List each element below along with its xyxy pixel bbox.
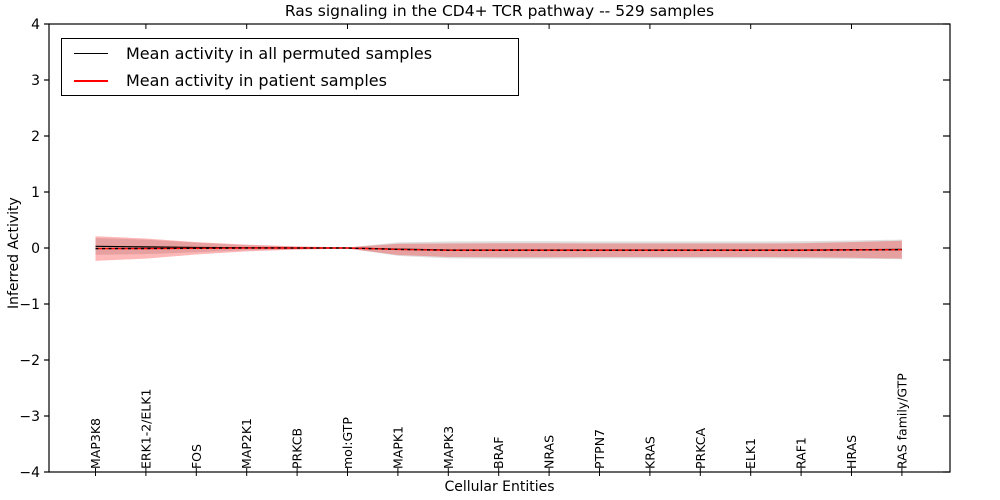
x-category-label: mol:GTP: [340, 417, 355, 469]
y-tick-label: −2: [19, 353, 40, 369]
legend-entry-permuted: Mean activity in all permuted samples: [62, 40, 518, 66]
x-category-label: BRAF: [491, 437, 506, 470]
patient-std-band: [95, 236, 902, 261]
legend-line-sample-red: [74, 79, 108, 82]
x-category-label: PRKCA: [693, 428, 708, 469]
x-category-label: PRKCB: [290, 428, 305, 469]
zero-dashed-line: [95, 247, 902, 251]
y-tick-label: −3: [19, 409, 40, 425]
x-category-label: MAPK3: [441, 426, 456, 469]
chart-title: Ras signaling in the CD4+ TCR pathway --…: [284, 2, 715, 20]
x-category-label: ERK1-2/ELK1: [138, 389, 153, 469]
y-tick-label: 1: [31, 185, 40, 201]
y-tick-label: 3: [31, 73, 40, 89]
x-category-label: RAS family/GTP: [894, 373, 909, 469]
x-category-label: MAP3K8: [88, 418, 103, 469]
x-category-label: HRAS: [844, 435, 859, 469]
x-category-label: NRAS: [542, 435, 557, 469]
x-category-label: MAPK1: [390, 426, 405, 469]
x-category-label: FOS: [189, 444, 204, 469]
legend-label: Mean activity in patient samples: [126, 71, 387, 91]
x-category-label: KRAS: [642, 436, 657, 469]
y-tick-label: 0: [31, 241, 40, 257]
x-category-label: PTPN7: [592, 429, 607, 469]
legend-label: Mean activity in all permuted samples: [126, 43, 433, 63]
legend: Mean activity in all permuted samples Me…: [61, 38, 519, 96]
y-tick-label: 4: [31, 17, 40, 33]
x-category-label: MAP2K1: [239, 418, 254, 469]
legend-entry-patient: Mean activity in patient samples: [62, 68, 518, 94]
x-category-label: RAF1: [794, 437, 809, 469]
y-tick-label: 2: [31, 129, 40, 145]
permuted-std-band: [95, 237, 902, 260]
x-category-label: ELK1: [743, 438, 758, 469]
y-tick-label: −1: [19, 297, 40, 313]
legend-line-sample-black: [74, 52, 108, 54]
x-axis-label: Cellular Entities: [444, 479, 555, 495]
y-tick-label: −4: [19, 465, 40, 481]
